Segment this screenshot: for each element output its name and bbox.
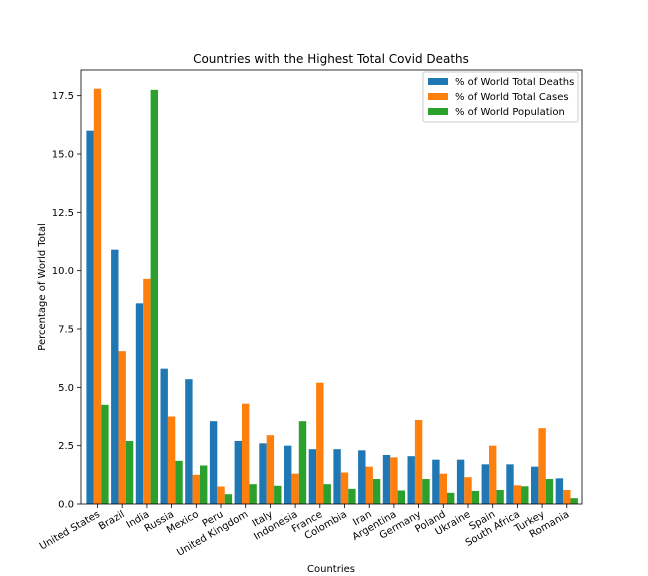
bars-group	[86, 88, 578, 505]
bar-united-kingdom-series-1	[234, 441, 242, 504]
bar-italy-series-2	[266, 435, 275, 504]
y-tick-label: 15.0	[52, 150, 74, 161]
legend-label-3: % of World Population	[455, 107, 565, 118]
bar-colombia-series-1	[333, 449, 341, 504]
x-tick-label: United States	[38, 509, 102, 552]
bar-iran-series-1	[358, 450, 366, 504]
legend-box	[422, 71, 579, 123]
bar-colombia-series-3	[348, 488, 356, 504]
bar-spain-series-2	[489, 445, 497, 504]
legend-swatch-1	[428, 78, 448, 85]
bar-indonesia-series-1	[284, 445, 292, 504]
bar-france-series-2	[316, 382, 324, 504]
bar-south-africa-series-1	[506, 464, 514, 504]
bar-ukraine-series-1	[456, 459, 465, 504]
bar-mexico-series-2	[192, 474, 200, 504]
bar-mexico-series-3	[200, 465, 208, 504]
bar-argentina-series-3	[397, 490, 405, 504]
bar-spain-series-3	[496, 490, 504, 504]
bar-brazil-series-2	[118, 351, 126, 504]
bar-united-states-series-1	[86, 130, 94, 505]
bar-peru-series-3	[224, 494, 233, 504]
bar-poland-series-3	[447, 492, 455, 504]
bar-india-series-3	[150, 89, 158, 504]
y-tick-label: 10.0	[52, 266, 74, 277]
bar-italy-series-1	[259, 443, 267, 504]
y-tick-label: 17.5	[52, 91, 74, 102]
bar-turkey-series-2	[538, 428, 546, 504]
bar-ukraine-series-3	[471, 490, 480, 504]
legend-swatch-3	[428, 108, 448, 115]
bar-russia-series-2	[167, 416, 176, 504]
y-tick-label: 7.5	[58, 325, 74, 336]
bar-united-kingdom-series-3	[249, 484, 257, 504]
legend-swatch-2	[428, 93, 448, 100]
bar-france-series-3	[323, 484, 331, 504]
bar-india-series-2	[143, 278, 151, 504]
x-tick-label: Brazil	[97, 509, 127, 532]
bar-south-africa-series-2	[513, 485, 522, 504]
bar-germany-series-2	[414, 420, 423, 504]
bar-united-states-series-2	[93, 88, 102, 505]
bar-turkey-series-1	[531, 466, 539, 504]
bar-germany-series-3	[422, 479, 430, 504]
bar-united-kingdom-series-2	[242, 403, 250, 504]
bar-germany-series-1	[407, 456, 415, 504]
bar-peru-series-1	[209, 421, 218, 504]
bar-colombia-series-2	[340, 472, 349, 504]
y-tick-label: 12.5	[52, 208, 74, 219]
y-tick-label: 0.0	[58, 500, 74, 511]
y-tick-label: 2.5	[58, 441, 74, 452]
bar-united-states-series-3	[101, 404, 109, 504]
bar-russia-series-1	[160, 368, 168, 504]
bar-india-series-1	[135, 303, 144, 504]
y-axis-ticks: 0.0 2.5 5.0 7.5 10.0 12.5 15.0 17.5	[52, 91, 81, 511]
legend-label-1: % of World Total Deaths	[455, 77, 574, 88]
bar-iran-series-3	[372, 479, 381, 504]
bar-romania-series-1	[555, 478, 564, 504]
bar-indonesia-series-3	[298, 421, 307, 504]
bar-peru-series-2	[217, 486, 225, 504]
bar-poland-series-2	[439, 473, 447, 504]
bar-poland-series-1	[432, 459, 440, 504]
bar-russia-series-3	[175, 460, 183, 504]
legend: % of World Total Deaths % of World Total …	[422, 71, 579, 123]
bar-romania-series-2	[563, 490, 571, 504]
bar-france-series-1	[308, 449, 317, 504]
legend-label-2: % of World Total Cases	[455, 92, 569, 103]
bar-brazil-series-1	[111, 249, 119, 504]
bar-indonesia-series-2	[291, 473, 299, 504]
bar-south-africa-series-3	[521, 486, 529, 504]
y-tick-label: 5.0	[58, 383, 74, 394]
bar-argentina-series-2	[390, 457, 398, 504]
y-axis-label: Percentage of World Total	[37, 223, 48, 350]
chart-title: Countries with the Highest Total Covid D…	[193, 52, 469, 66]
bar-ukraine-series-2	[464, 477, 472, 504]
bar-mexico-series-1	[185, 379, 193, 504]
bar-romania-series-3	[570, 498, 578, 504]
plot-frame	[80, 69, 583, 505]
bar-italy-series-3	[274, 485, 282, 504]
bar-turkey-series-3	[545, 479, 554, 504]
bar-iran-series-2	[365, 466, 373, 504]
bar-argentina-series-1	[382, 455, 391, 504]
bar-spain-series-1	[481, 464, 489, 504]
bar-brazil-series-3	[125, 441, 134, 504]
x-axis-label: Countries	[307, 564, 355, 575]
